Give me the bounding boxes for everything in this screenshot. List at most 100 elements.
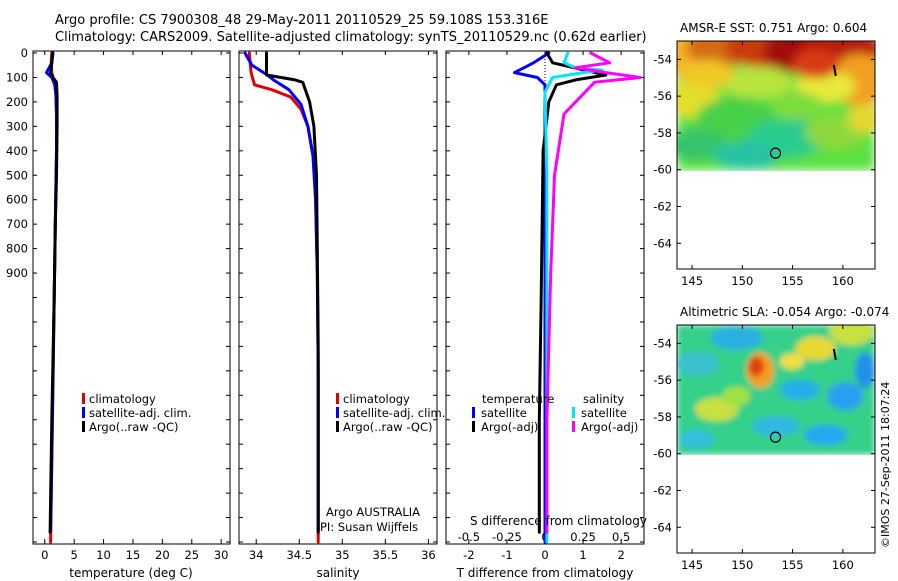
top-tick-label: -0.25 — [492, 530, 522, 544]
top-tick-label: 0.25 — [570, 530, 596, 544]
x-tick-label: 0 — [541, 548, 548, 562]
y-tick-label: -60 — [653, 447, 672, 461]
float-track-mark — [832, 64, 837, 77]
sla-blob — [803, 425, 848, 446]
y-tick-label: 300 — [6, 119, 28, 133]
top-tick-label: 0.5 — [612, 530, 630, 544]
x-tick-label: 36 — [421, 548, 436, 562]
series-line-argo-raw-qc — [265, 51, 320, 534]
sla-blob — [752, 416, 800, 437]
legend-label-temp-satellite: satellite — [481, 406, 527, 420]
x-tick-label: 34.5 — [286, 548, 312, 562]
legend-swatch-satellite — [336, 407, 339, 418]
legend-label-argo: Argo(..raw -QC) — [343, 420, 433, 434]
sla-map-panel: 145 150 155 160 -54 -56 -58 -60 -62 -64 — [653, 325, 875, 572]
temperature-panel-frame — [32, 50, 231, 545]
sla-map-frame — [676, 324, 876, 554]
difference-top-axis-label: S difference from climatology — [470, 514, 647, 528]
sla-field — [677, 325, 875, 455]
legend-swatch-climatology — [336, 393, 339, 404]
x-tick-label: 0 — [41, 548, 48, 562]
y-tick-label: -54 — [653, 52, 672, 66]
salinity-panel-frame — [238, 50, 438, 545]
x-tick-label: 150 — [731, 558, 753, 572]
sla-blob — [677, 351, 719, 376]
float-track-mark — [832, 348, 837, 361]
x-tick-label: 160 — [832, 274, 854, 288]
y-tick-label: -60 — [653, 163, 672, 177]
difference-panel: -2 -1 0 1 2-0.5 -0.25 0 0.25 0.5 — [446, 51, 644, 562]
y-tick-label: 800 — [6, 242, 28, 256]
pi-label: PI: Susan Wijffels — [320, 520, 418, 534]
series-line-satellite-adj-clim — [243, 51, 320, 532]
x-tick-label: -2 — [463, 548, 474, 562]
legend-label-argo: Argo(..raw -QC) — [89, 420, 179, 434]
y-tick-label: 900 — [6, 266, 28, 280]
x-tick-label: 160 — [832, 558, 854, 572]
x-tick-label: 2 — [617, 548, 624, 562]
imos-credit: ©IMOS 27-Sep-2011 18:07:24 — [879, 382, 892, 548]
legend-swatch-argo — [82, 421, 85, 432]
salinity-legend: climatology satellite-adj. clim. Argo(..… — [336, 392, 445, 434]
series-line-argo-raw-qc — [48, 51, 59, 534]
y-tick-label: 600 — [6, 193, 28, 207]
difference-axis-label: T difference from climatology — [456, 566, 634, 580]
legend-label-satellite: satellite-adj. clim. — [343, 406, 445, 420]
salinity-panel: 34 34.5 35 35.5 36 — [239, 51, 437, 562]
sla-blob — [779, 353, 804, 370]
sst-map-title: AMSR-E SST: 0.751 Argo: 0.604 — [680, 21, 867, 35]
sla-blob — [779, 379, 820, 400]
sst-blob — [847, 104, 875, 133]
legend-label-sal-argo: Argo(-adj) — [581, 420, 638, 434]
x-tick-label: 5 — [71, 548, 78, 562]
y-tick-label: -62 — [653, 483, 672, 497]
sla-map-title: Altimetric SLA: -0.054 Argo: -0.074 — [680, 305, 889, 319]
legend-swatch-temp-satellite — [472, 407, 475, 418]
y-tick-label: 700 — [6, 217, 28, 231]
legend-label-climatology: climatology — [89, 392, 156, 406]
y-tick-label: -64 — [653, 520, 672, 534]
difference-legend: temperature salinity satellite Argo(-adj… — [472, 392, 638, 434]
x-tick-label: 155 — [782, 558, 804, 572]
top-tick-label: -0.5 — [458, 530, 480, 544]
sst-blob — [769, 91, 822, 120]
sla-blob — [827, 382, 864, 411]
sst-field — [677, 41, 875, 171]
y-tick-label: 200 — [6, 95, 28, 109]
sla-blob — [855, 352, 875, 389]
legend-swatch-climatology — [82, 393, 85, 404]
x-tick-label: 15 — [126, 548, 141, 562]
sst-blob — [680, 59, 733, 88]
legend-swatch-satellite — [82, 407, 85, 418]
series-line-salinity-argo-adj — [545, 51, 642, 534]
argo-float-marker — [769, 431, 782, 443]
y-tick-label: -62 — [653, 199, 672, 213]
sla-blob — [795, 336, 836, 361]
sst-field-layer — [677, 41, 875, 171]
y-tick-label: -64 — [653, 236, 672, 250]
y-tick-label: 100 — [6, 70, 28, 84]
x-tick-label: 155 — [782, 274, 804, 288]
x-tick-label: 34 — [249, 548, 264, 562]
sst-map-frame — [676, 40, 876, 270]
figure-title-line1: Argo profile: CS 7900308_48 29-May-2011 … — [55, 13, 548, 28]
sla-blob — [748, 356, 765, 377]
argo-owner-label: Argo AUSTRALIA — [326, 505, 420, 519]
x-tick-label: 35 — [335, 548, 350, 562]
sla-blob — [722, 386, 751, 407]
argo-float-marker — [769, 147, 782, 159]
y-tick-label: -58 — [653, 410, 672, 424]
x-tick-label: 20 — [155, 548, 170, 562]
sla-blob — [710, 325, 763, 350]
legend-label-satellite: satellite-adj. clim. — [89, 406, 191, 420]
y-tick-label: 0 — [21, 46, 28, 60]
legend-group-temperature: temperature — [482, 392, 554, 406]
legend-label-temp-argo: Argo(-adj) — [481, 420, 538, 434]
y-tick-label: -56 — [653, 373, 672, 387]
legend-swatch-sal-satellite — [572, 407, 575, 418]
legend-swatch-temp-argo — [472, 421, 475, 432]
y-tick-label: 500 — [6, 168, 28, 182]
series-line-temperature-satellite — [513, 51, 551, 544]
